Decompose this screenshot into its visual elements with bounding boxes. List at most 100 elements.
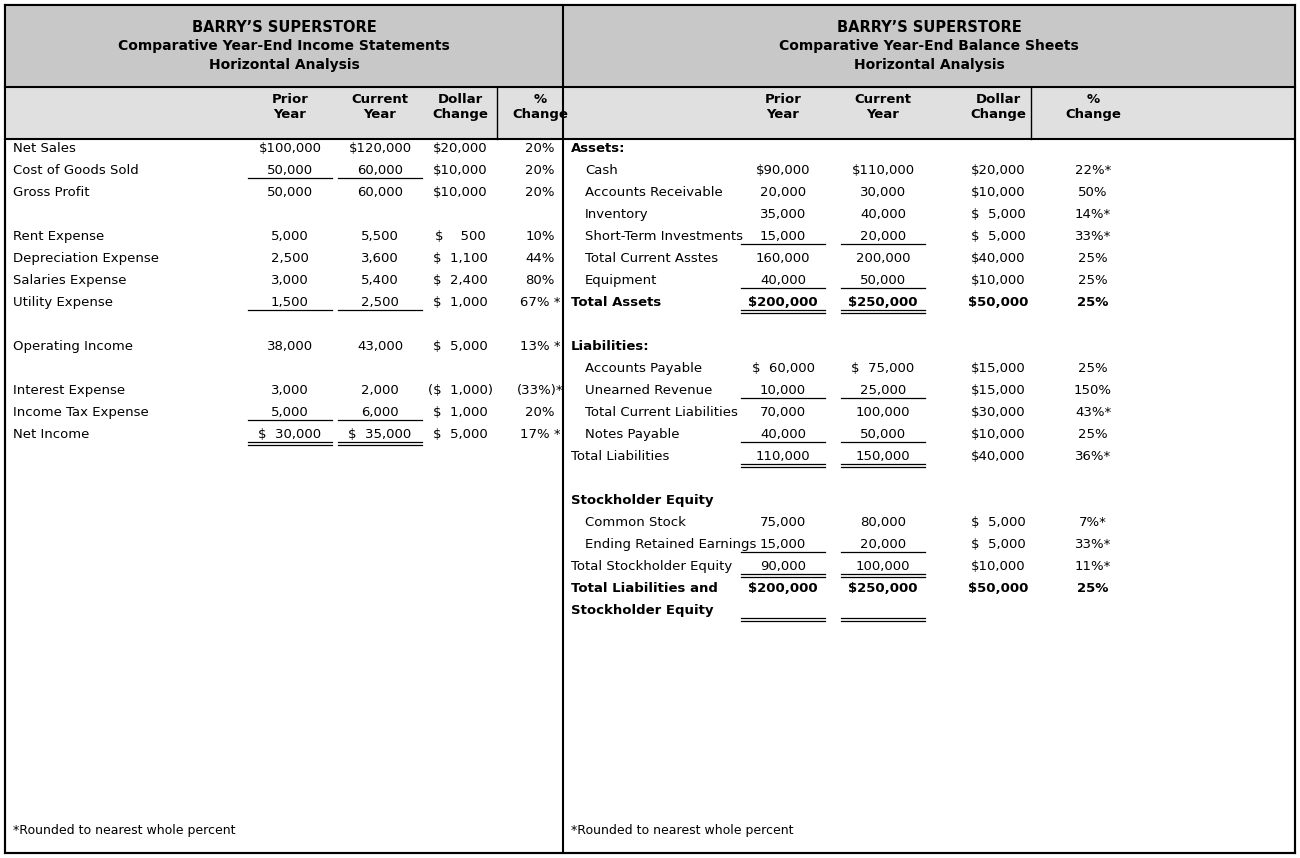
Text: Utility Expense: Utility Expense (13, 296, 113, 309)
Text: $200,000: $200,000 (749, 582, 818, 595)
Text: 3,000: 3,000 (272, 274, 309, 287)
Text: $10,000: $10,000 (433, 186, 488, 199)
Text: 20%: 20% (525, 406, 555, 419)
Text: 1,500: 1,500 (272, 296, 309, 309)
Text: 60,000: 60,000 (358, 186, 403, 199)
Text: $110,000: $110,000 (852, 164, 915, 177)
Text: Cost of Goods Sold: Cost of Goods Sold (13, 164, 139, 177)
Text: $  5,000: $ 5,000 (971, 538, 1026, 551)
Text: Cash: Cash (585, 164, 618, 177)
Text: 100,000: 100,000 (855, 560, 910, 573)
Text: Total Stockholder Equity: Total Stockholder Equity (571, 560, 732, 573)
Text: 25%: 25% (1078, 362, 1108, 375)
Text: $  1,100: $ 1,100 (433, 252, 488, 265)
Text: Ending Retained Earnings: Ending Retained Earnings (585, 538, 757, 551)
Text: 20%: 20% (525, 164, 555, 177)
Text: Inventory: Inventory (585, 208, 649, 221)
Text: 60,000: 60,000 (358, 164, 403, 177)
Text: 40,000: 40,000 (760, 274, 806, 287)
Text: $10,000: $10,000 (971, 186, 1026, 199)
Text: $90,000: $90,000 (755, 164, 810, 177)
Text: 40,000: 40,000 (861, 208, 906, 221)
Text: $200,000: $200,000 (749, 296, 818, 309)
Text: $    500: $ 500 (434, 230, 485, 243)
Text: Operating Income: Operating Income (13, 340, 133, 353)
Text: Accounts Payable: Accounts Payable (585, 362, 702, 375)
Text: 10,000: 10,000 (760, 384, 806, 397)
Text: 3,000: 3,000 (272, 384, 309, 397)
Text: Accounts Receivable: Accounts Receivable (585, 186, 723, 199)
Text: 25%: 25% (1078, 296, 1109, 309)
Text: BARRY’S SUPERSTORE: BARRY’S SUPERSTORE (837, 20, 1022, 35)
Text: Dollar
Change: Dollar Change (432, 93, 488, 121)
Text: Total Assets: Total Assets (571, 296, 662, 309)
Text: $250,000: $250,000 (848, 296, 918, 309)
Text: $  5,000: $ 5,000 (433, 428, 488, 441)
Text: 22%*: 22%* (1075, 164, 1112, 177)
Text: 50,000: 50,000 (859, 274, 906, 287)
Text: 14%*: 14%* (1075, 208, 1112, 221)
Text: 100,000: 100,000 (855, 406, 910, 419)
Text: 6,000: 6,000 (361, 406, 399, 419)
Text: Dollar
Change: Dollar Change (970, 93, 1026, 121)
Text: $250,000: $250,000 (848, 582, 918, 595)
Text: 25%: 25% (1078, 582, 1109, 595)
Text: Salaries Expense: Salaries Expense (13, 274, 126, 287)
Text: 2,000: 2,000 (361, 384, 399, 397)
Text: 11%*: 11%* (1075, 560, 1112, 573)
Text: $30,000: $30,000 (971, 406, 1026, 419)
Text: Prior
Year: Prior Year (272, 93, 308, 121)
Text: $  1,000: $ 1,000 (433, 406, 488, 419)
Text: Horizontal Analysis: Horizontal Analysis (854, 58, 1005, 72)
Text: Total Liabilities: Total Liabilities (571, 450, 670, 463)
Text: 2,500: 2,500 (272, 252, 309, 265)
Bar (563, 87, 1295, 139)
Text: Gross Profit: Gross Profit (13, 186, 90, 199)
Text: 40,000: 40,000 (760, 428, 806, 441)
Text: Income Tax Expense: Income Tax Expense (13, 406, 148, 419)
Text: 3,600: 3,600 (361, 252, 399, 265)
Text: 13% *: 13% * (520, 340, 560, 353)
Text: $  5,000: $ 5,000 (971, 516, 1026, 529)
Text: Total Liabilities and: Total Liabilities and (571, 582, 718, 595)
Bar (5, 87, 563, 139)
Text: Unearned Revenue: Unearned Revenue (585, 384, 712, 397)
Text: $15,000: $15,000 (971, 384, 1026, 397)
Text: $  5,000: $ 5,000 (433, 340, 488, 353)
Text: 80%: 80% (525, 274, 555, 287)
Text: 70,000: 70,000 (760, 406, 806, 419)
Text: 5,000: 5,000 (272, 230, 309, 243)
Text: BARRY’S SUPERSTORE: BARRY’S SUPERSTORE (191, 20, 377, 35)
Text: 36%*: 36%* (1075, 450, 1112, 463)
Text: $  2,400: $ 2,400 (433, 274, 488, 287)
Text: 20,000: 20,000 (859, 230, 906, 243)
Text: Stockholder Equity: Stockholder Equity (571, 604, 714, 617)
Text: 43,000: 43,000 (358, 340, 403, 353)
Text: Net Income: Net Income (13, 428, 90, 441)
Text: 150%: 150% (1074, 384, 1112, 397)
Text: 5,400: 5,400 (361, 274, 399, 287)
Text: 110,000: 110,000 (755, 450, 810, 463)
Text: 25%: 25% (1078, 428, 1108, 441)
Text: 33%*: 33%* (1075, 538, 1112, 551)
Text: $40,000: $40,000 (971, 450, 1026, 463)
Text: $20,000: $20,000 (433, 142, 488, 155)
Text: 5,000: 5,000 (272, 406, 309, 419)
Text: $  5,000: $ 5,000 (971, 208, 1026, 221)
Text: $40,000: $40,000 (971, 252, 1026, 265)
Text: Current
Year: Current Year (351, 93, 408, 121)
Text: Net Sales: Net Sales (13, 142, 75, 155)
Text: 30,000: 30,000 (859, 186, 906, 199)
Text: $10,000: $10,000 (971, 274, 1026, 287)
Text: 150,000: 150,000 (855, 450, 910, 463)
Text: 10%: 10% (525, 230, 555, 243)
Text: ($  1,000): ($ 1,000) (428, 384, 493, 397)
Text: $  30,000: $ 30,000 (259, 428, 321, 441)
Text: 20%: 20% (525, 142, 555, 155)
Text: 50%: 50% (1078, 186, 1108, 199)
Text: 67% *: 67% * (520, 296, 560, 309)
Text: Notes Payable: Notes Payable (585, 428, 680, 441)
Text: 38,000: 38,000 (266, 340, 313, 353)
Bar (563, 5, 1295, 87)
Text: Comparative Year-End Income Statements: Comparative Year-End Income Statements (118, 39, 450, 53)
